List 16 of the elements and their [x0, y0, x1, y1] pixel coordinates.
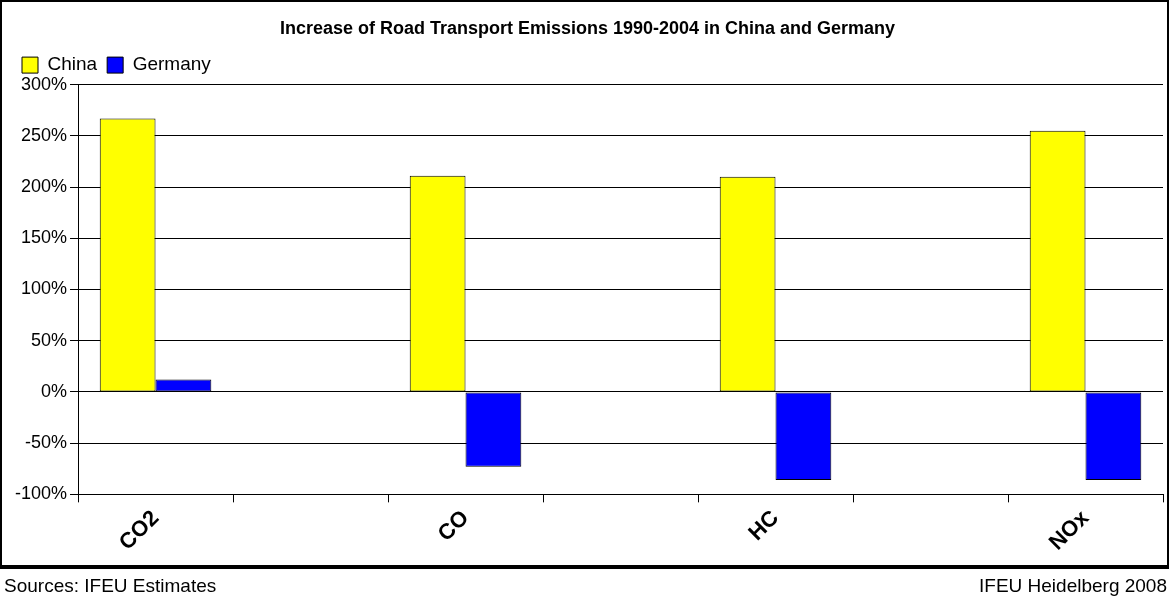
x-tick-label: CO: [432, 504, 474, 546]
y-tick-label: 300%: [20, 73, 68, 94]
source-note: Sources: IFEU Estimates: [4, 575, 217, 597]
chart-title: Increase of Road Transport Emissions 1990-2004 in China and Germany: [279, 17, 896, 38]
text: IFEU Heidelberg 2008: [979, 575, 1167, 597]
y-tick-label: 0%: [41, 380, 68, 401]
x-tick-label: HC: [743, 504, 784, 545]
y-tick-label: -100%: [15, 483, 68, 504]
y-tick-label: 100%: [20, 278, 68, 299]
legend-label: Germany: [132, 53, 212, 75]
y-tick-label: 50%: [31, 329, 68, 350]
legend-label: China: [47, 53, 98, 75]
y-tick-label: 150%: [20, 227, 68, 248]
y-tick-label: -50%: [25, 432, 68, 453]
y-tick-label: 200%: [20, 176, 68, 197]
y-tick-label: 250%: [20, 124, 68, 145]
